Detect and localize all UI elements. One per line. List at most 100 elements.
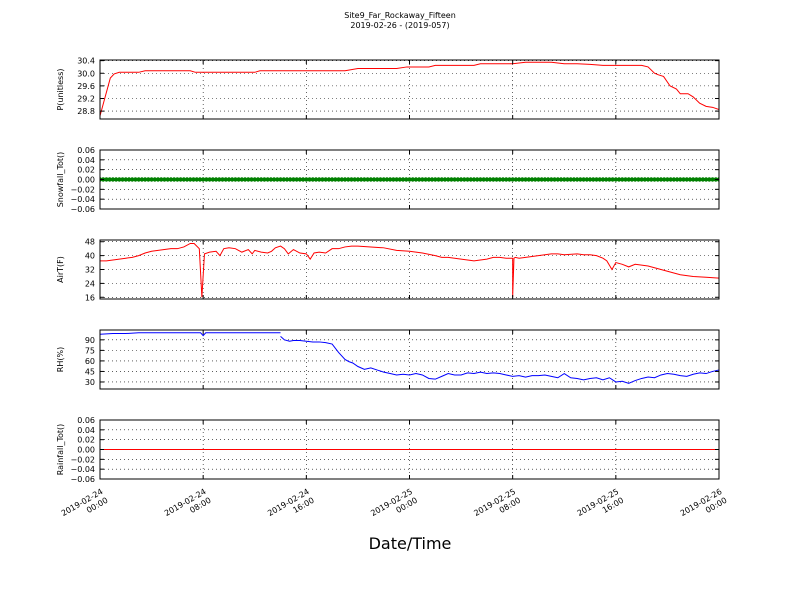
- snowfall-point: [365, 177, 370, 182]
- snowfall-point: [562, 177, 567, 182]
- y-tick-label: 60: [85, 357, 95, 366]
- snowfall-point: [642, 177, 648, 182]
- snowfall-point: [268, 177, 274, 182]
- series-line: [100, 242, 719, 298]
- snowfall-point: [168, 177, 174, 182]
- snowfall-point: [410, 177, 415, 182]
- snowfall-point: [600, 177, 606, 182]
- snowfall-point: [258, 177, 264, 182]
- snowfall-point: [381, 177, 386, 182]
- snowfall-point: [578, 177, 583, 182]
- snowfall-point: [191, 177, 196, 182]
- snowfall-point: [697, 177, 702, 182]
- chart-subtitle: 2019-02-26 - (2019-057): [350, 21, 450, 30]
- snowfall-point: [307, 177, 312, 182]
- snowfall-point: [371, 177, 377, 182]
- series-line: [280, 335, 719, 384]
- snowfall-point: [478, 177, 483, 182]
- snowfall-point: [294, 177, 299, 182]
- snowfall-point: [246, 177, 251, 182]
- snowfall-point: [487, 177, 493, 182]
- snowfall-point: [623, 177, 628, 182]
- snowfall-point: [668, 177, 673, 182]
- snowfall-point: [275, 177, 280, 182]
- snowfall-point: [317, 177, 322, 182]
- snowfall-point: [652, 177, 657, 182]
- snowfall-point: [278, 177, 283, 182]
- snowfall-point: [694, 177, 699, 182]
- snowfall-point: [471, 177, 477, 182]
- y-tick-label: 16: [85, 293, 95, 302]
- snowfall-point: [271, 177, 277, 182]
- snowfall-point: [533, 177, 538, 182]
- y-tick-label: 30.4: [77, 57, 95, 66]
- y-tick-label: 48: [85, 238, 95, 247]
- snowfall-point: [510, 177, 515, 182]
- snowfall-point: [107, 177, 112, 182]
- snowfall-point: [387, 177, 393, 182]
- snowfall-point: [310, 177, 315, 182]
- y-tick-label: 0.02: [77, 436, 95, 445]
- snowfall-point: [549, 177, 554, 182]
- snowfall-point: [545, 177, 551, 182]
- snowfall-point: [342, 177, 348, 182]
- snowfall-point: [445, 177, 451, 182]
- y-tick-label: −0.04: [70, 195, 95, 204]
- snowfall-point: [542, 177, 548, 182]
- snowfall-point: [333, 177, 338, 182]
- snowfall-point: [536, 177, 541, 182]
- snowfall-point: [691, 177, 696, 182]
- snowfall-point: [684, 177, 689, 182]
- y-tick-label: 30: [85, 378, 95, 387]
- snowfall-point: [568, 177, 573, 182]
- snowfall-point: [616, 177, 622, 182]
- snowfall-point: [358, 177, 364, 182]
- snowfall-point: [120, 177, 125, 182]
- snowfall-point: [468, 177, 473, 182]
- y-axis-label: RH(%): [56, 347, 65, 372]
- snowfall-point: [607, 177, 612, 182]
- snowfall-point: [265, 177, 270, 182]
- snowfall-point: [407, 177, 412, 182]
- snowfall-point: [339, 177, 344, 182]
- snowfall-point: [649, 177, 654, 182]
- snowfall-point: [603, 177, 609, 182]
- snowfall-point: [484, 177, 490, 182]
- snowfall-point: [110, 177, 116, 182]
- snowfall-point: [591, 177, 596, 182]
- snowfall-point: [491, 177, 496, 182]
- snowfall-point: [262, 177, 267, 182]
- snowfall-point: [671, 177, 677, 182]
- snowfall-point: [529, 177, 535, 182]
- snowfall-point: [165, 177, 170, 182]
- snowfall-point: [613, 177, 619, 182]
- snowfall-point: [159, 177, 164, 182]
- snowfall-point: [304, 177, 309, 182]
- snowfall-point: [229, 177, 235, 182]
- snowfall-point: [378, 177, 383, 182]
- snowfall-point: [184, 177, 190, 182]
- snowfall-point: [104, 177, 109, 182]
- snowfall-point: [594, 177, 599, 182]
- snowfall-point: [130, 177, 135, 182]
- snowfall-point: [610, 177, 615, 182]
- snowfall-point: [117, 177, 122, 182]
- snowfall-point: [674, 177, 680, 182]
- snowfall-point: [632, 177, 638, 182]
- snowfall-point: [297, 177, 303, 182]
- snowfall-point: [681, 177, 686, 182]
- snowfall-point: [587, 177, 593, 182]
- snowfall-point: [171, 177, 177, 182]
- snowfall-point: [133, 177, 138, 182]
- snowfall-point: [661, 177, 667, 182]
- snowfall-point: [252, 177, 257, 182]
- snowfall-point: [507, 177, 512, 182]
- snowfall-point: [207, 177, 212, 182]
- y-tick-label: 90: [85, 336, 95, 345]
- x-axis-label: Date/Time: [368, 534, 452, 553]
- snowfall-point: [181, 177, 187, 182]
